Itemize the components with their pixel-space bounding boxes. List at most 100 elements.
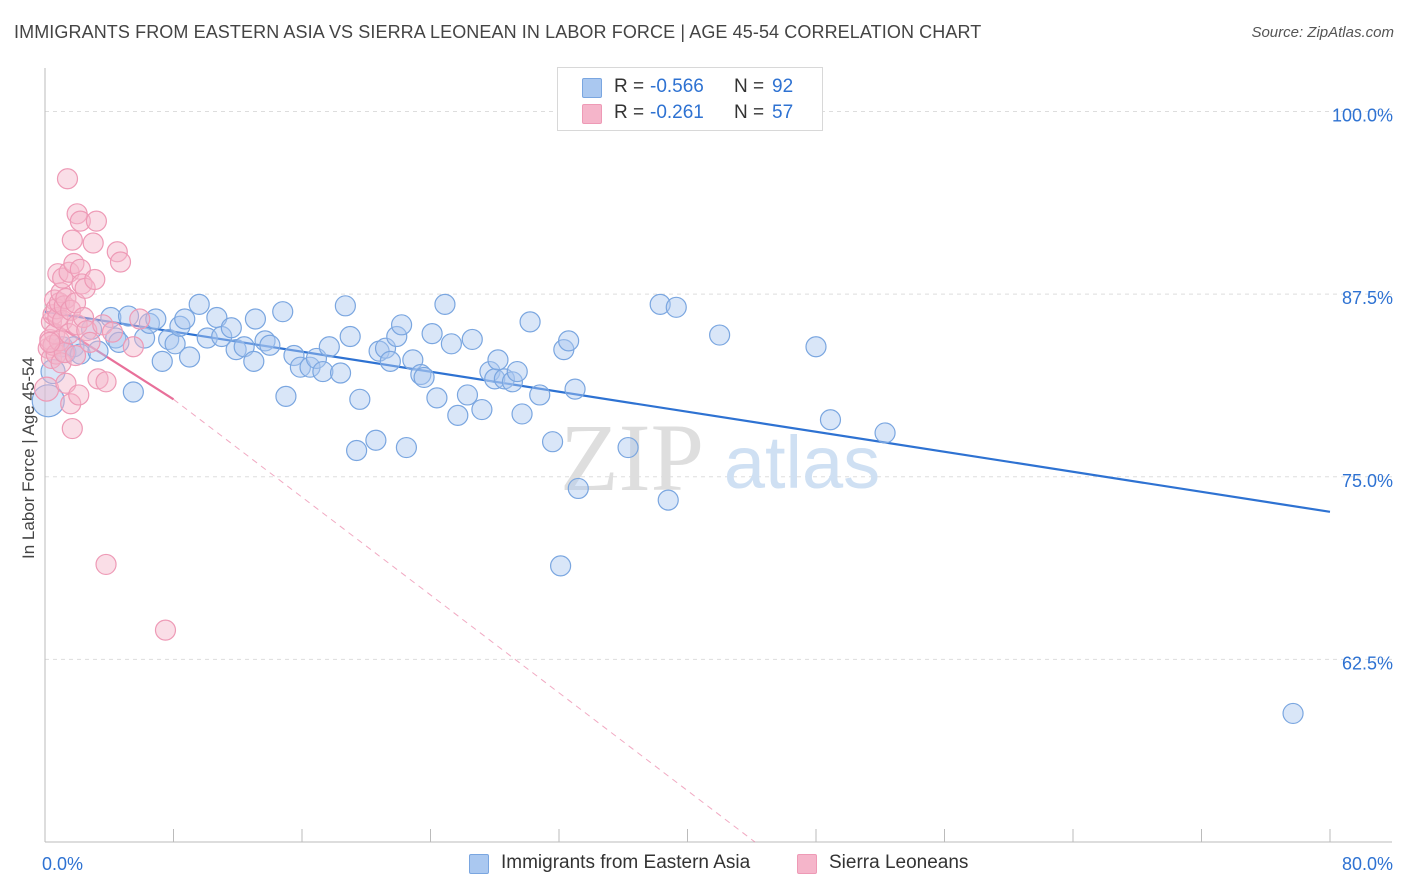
eastern-asia-point (225, 339, 247, 361)
sierra-leonean-point (122, 336, 144, 358)
eastern-asia-point (649, 293, 671, 315)
source-label: Source: ZipAtlas.com (1251, 24, 1394, 41)
y-tick-label: 62.5% (1342, 653, 1393, 673)
eastern-asia-point (567, 477, 589, 500)
sierra-leonean-point (69, 210, 91, 232)
eastern-asia-point (447, 404, 469, 427)
eastern-asia-point (440, 333, 462, 355)
n-label: N = (734, 102, 765, 123)
eastern-asia-point (529, 384, 551, 406)
blue-swatch (582, 78, 602, 98)
axis-layer (44, 68, 1392, 843)
watermark: ZIP atlas (560, 404, 880, 511)
eastern-asia-point (87, 340, 109, 362)
eastern-asia-point (709, 324, 731, 346)
y-tick-label: 75.0% (1342, 471, 1393, 491)
eastern-asia-point (386, 325, 408, 348)
eastern-asia-point (564, 378, 586, 400)
eastern-asia-point (461, 328, 483, 351)
sierra-leonean-point (95, 371, 117, 393)
sierra-leonean-point (109, 251, 132, 273)
r-label: R = (614, 102, 645, 123)
sierra-leonean-point (60, 393, 82, 415)
pink-swatch (797, 854, 817, 874)
eastern-asia-point (122, 381, 144, 403)
watermark-atlas: atlas (724, 421, 880, 504)
eastern-asia-point (329, 362, 352, 384)
eastern-asia-point (220, 317, 242, 339)
sierra-leonean-point (56, 168, 79, 190)
points-layer (31, 168, 1304, 725)
eastern-asia-point (434, 293, 456, 315)
eastern-asia-point (456, 384, 479, 406)
sierra-leonean-point (129, 308, 151, 330)
sierra-leonean-point (61, 417, 83, 440)
eastern-asia-point (413, 366, 435, 389)
n-value: 57 (772, 102, 794, 123)
r-label: R = (614, 76, 645, 97)
eastern-asia-point (665, 296, 687, 318)
eastern-asia-point (519, 311, 541, 333)
eastern-asia-point (874, 422, 896, 444)
eastern-asia-point (272, 301, 294, 323)
eastern-asia-point (334, 295, 356, 317)
eastern-asia-point (379, 350, 401, 372)
eastern-asia-point (819, 409, 842, 431)
sierra-leonean-point (39, 331, 61, 353)
r-value: -0.566 (650, 76, 704, 97)
sierra-leonean-point (34, 376, 60, 402)
x-tick-label: 80.0% (1342, 854, 1393, 874)
r-value: -0.261 (650, 102, 704, 123)
sierra-leonean-point (61, 229, 83, 251)
watermark-zip: ZIP (560, 404, 704, 511)
sierra-leonean-point (87, 368, 109, 390)
eastern-asia-point (487, 349, 509, 371)
sierra-leonean-point (154, 619, 177, 641)
sierra-leonean-point (101, 321, 124, 343)
eastern-asia-point (506, 360, 528, 383)
sierra-leonean-trendline (44, 316, 175, 401)
y-tick-label: 87.5% (1342, 288, 1393, 308)
eastern-asia-point (501, 371, 524, 393)
eastern-asia-trendline (44, 310, 1331, 513)
sierra-leonean-point (72, 306, 95, 329)
sierra-leonean-point (58, 322, 80, 345)
eastern-asia-point (421, 322, 443, 345)
eastern-asia-point (511, 403, 533, 425)
chart-title: IMMIGRANTS FROM EASTERN ASIA VS SIERRA L… (14, 22, 982, 42)
eastern-asia-point (145, 308, 167, 330)
sierra-leonean-point (84, 268, 106, 291)
sierra-leonean-point (68, 384, 90, 406)
x-tick-label: 0.0% (42, 854, 83, 874)
sierra-leonean-point (95, 553, 117, 576)
y-axis-title: In Labor Force | Age 45-54 (19, 357, 38, 559)
eastern-asia-point (233, 336, 255, 358)
eastern-asia-point (188, 293, 210, 315)
eastern-asia-point (243, 350, 265, 372)
trend-layer (44, 310, 1331, 843)
eastern-asia-point (312, 360, 334, 383)
sierra-leonean-trendline-extension (173, 398, 756, 843)
eastern-asia-point (275, 385, 297, 408)
eastern-asia-point (426, 387, 448, 409)
eastern-asia-point (244, 308, 267, 330)
eastern-asia-point (805, 336, 827, 358)
eastern-asia-point (318, 336, 340, 358)
eastern-asia-point (541, 431, 564, 453)
eastern-asia-point (178, 346, 201, 368)
eastern-asia-point (349, 388, 371, 410)
eastern-asia-point (283, 344, 305, 367)
blue-swatch (469, 854, 489, 874)
eastern-asia-point (410, 363, 432, 386)
eastern-asia-point (493, 368, 515, 390)
labels-layer: 100.0% 87.5% 75.0% 62.5% 0.0% 80.0% In Labor F… (19, 106, 1393, 874)
eastern-asia-point (558, 330, 580, 352)
sierra-leonean-point (85, 210, 108, 232)
eastern-asia-point (174, 308, 196, 330)
legend-label: Sierra Leoneans (829, 852, 969, 873)
eastern-asia-point (395, 436, 418, 459)
sierra-leonean-point (82, 232, 104, 254)
sierra-leonean-point (63, 252, 85, 275)
eastern-asia-point (617, 436, 639, 459)
